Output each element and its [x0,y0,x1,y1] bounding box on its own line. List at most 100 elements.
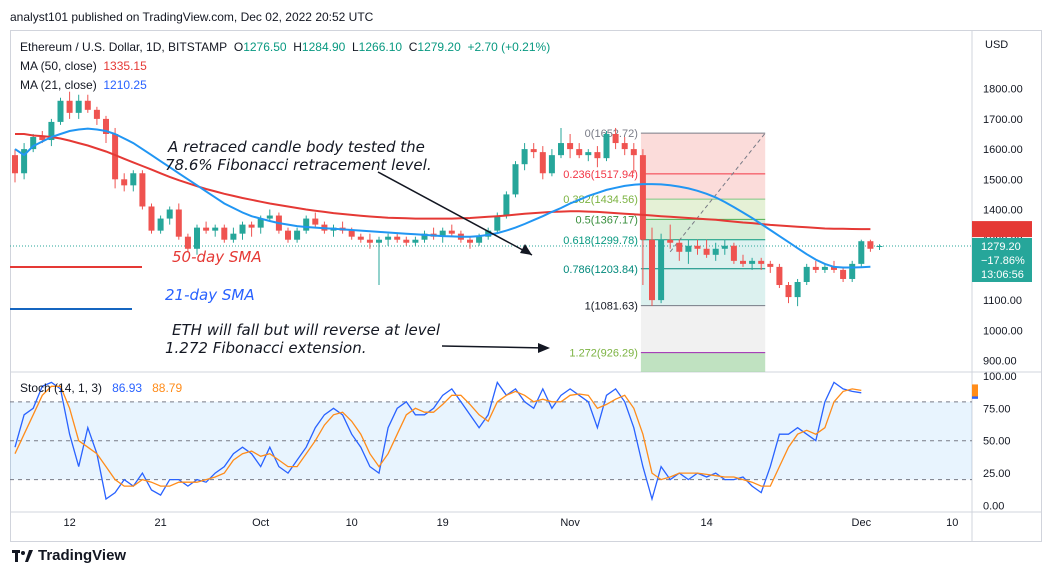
candle-body[interactable] [539,152,546,174]
candle-body[interactable] [184,236,191,249]
candle-body[interactable] [740,260,746,264]
candle-body[interactable] [730,245,737,261]
candle-body[interactable] [476,236,483,243]
candle-body[interactable] [148,206,155,231]
symbol-title[interactable]: Ethereum / U.S. Dollar, 1D, BITSTAMP [20,40,228,54]
stoch-legend[interactable]: Stoch (14, 1, 3) 86.93 88.79 [20,381,182,395]
candle-body[interactable] [130,173,137,186]
candle-body[interactable] [121,179,128,186]
fib-level-label: 0.236(1517.94) [563,169,638,181]
candle-body[interactable] [767,263,774,267]
ma50-line[interactable] [15,133,871,231]
candle-body[interactable] [175,209,182,237]
candle-body[interactable] [467,239,473,243]
candle-body[interactable] [21,149,28,174]
candle-body[interactable] [48,121,55,141]
candle-body[interactable] [412,239,419,243]
candle-body[interactable] [548,155,555,174]
candle-body[interactable] [348,230,355,237]
candle-body[interactable] [403,239,410,243]
candle-body[interactable] [166,209,173,219]
candle-body[interactable] [840,269,847,279]
stoch-d-line[interactable] [14,385,862,487]
footer[interactable]: TradingView [12,547,126,564]
candle-body[interactable] [712,248,719,255]
candle-body[interactable] [30,137,37,150]
candle-body[interactable] [649,239,655,301]
candle-body[interactable] [876,245,883,247]
candle-body[interactable] [376,239,382,243]
candle-body[interactable] [194,227,200,249]
candle-body[interactable] [612,133,619,144]
candle-body[interactable] [366,239,373,243]
candle-body[interactable] [794,281,801,298]
candle-body[interactable] [157,218,164,231]
candle-body[interactable] [721,245,728,249]
candle-body[interactable] [285,230,291,240]
candle-body[interactable] [558,143,564,156]
candle-body[interactable] [812,266,819,270]
candle-body[interactable] [530,149,537,153]
candle-body[interactable] [703,248,710,255]
candle-body[interactable] [394,236,401,240]
candle-body[interactable] [503,194,510,216]
candle-body[interactable] [266,215,273,219]
candle-body[interactable] [221,227,228,240]
candle-body[interactable] [776,266,783,286]
candle-body[interactable] [821,266,828,270]
candle-body[interactable] [248,224,255,228]
candle-body[interactable] [357,236,364,240]
candle-body[interactable] [485,230,492,237]
ma50-row[interactable]: MA (50, close) 1335.15 [20,57,550,76]
candle-body[interactable] [858,241,865,264]
candle-body[interactable] [639,155,646,240]
candle-body[interactable] [494,215,501,231]
candle-body[interactable] [512,164,519,195]
candle-body[interactable] [694,245,701,249]
candle-body[interactable] [203,227,210,231]
candle-body[interactable] [803,266,810,282]
candle-body[interactable] [603,133,610,159]
candle-body[interactable] [12,155,18,174]
candle-body[interactable] [66,100,73,113]
candle-body[interactable] [685,245,692,252]
candle-body[interactable] [439,230,446,237]
candle-body[interactable] [785,285,792,298]
candle-body[interactable] [676,242,683,252]
candle-body[interactable] [630,149,637,156]
candle-body[interactable] [39,137,46,141]
candle-body[interactable] [112,133,119,180]
candle-body[interactable] [230,233,237,240]
candle-body[interactable] [303,218,310,231]
candle-body[interactable] [75,100,82,113]
candle-body[interactable] [749,260,756,264]
candle-body[interactable] [312,218,319,225]
candle-body[interactable] [448,230,455,234]
candle-body[interactable] [621,143,628,150]
candle-body[interactable] [667,239,674,243]
candle-body[interactable] [93,109,100,119]
candle-body[interactable] [103,118,109,134]
candle-body[interactable] [139,173,146,207]
ma21-row[interactable]: MA (21, close) 1210.25 [20,76,550,95]
candle-body[interactable] [385,236,392,240]
candle-body[interactable] [239,224,246,234]
candle-body[interactable] [57,100,64,122]
candle-body[interactable] [421,233,428,240]
candle-body[interactable] [567,143,574,150]
candle-body[interactable] [257,218,264,228]
candle-body[interactable] [84,100,91,110]
candle-body[interactable] [849,263,856,279]
time-tick-label: 14 [700,517,712,529]
candle-body[interactable] [867,241,874,249]
candle-body[interactable] [212,227,219,231]
candle-body[interactable] [594,152,601,159]
candle-body[interactable] [658,239,665,301]
candle-body[interactable] [521,149,528,165]
candle-body[interactable] [758,260,765,264]
candle-body[interactable] [294,230,301,240]
ma21-line[interactable] [14,127,871,269]
candle-body[interactable] [576,149,583,156]
candle-body[interactable] [585,152,592,156]
candle-body[interactable] [831,266,837,270]
